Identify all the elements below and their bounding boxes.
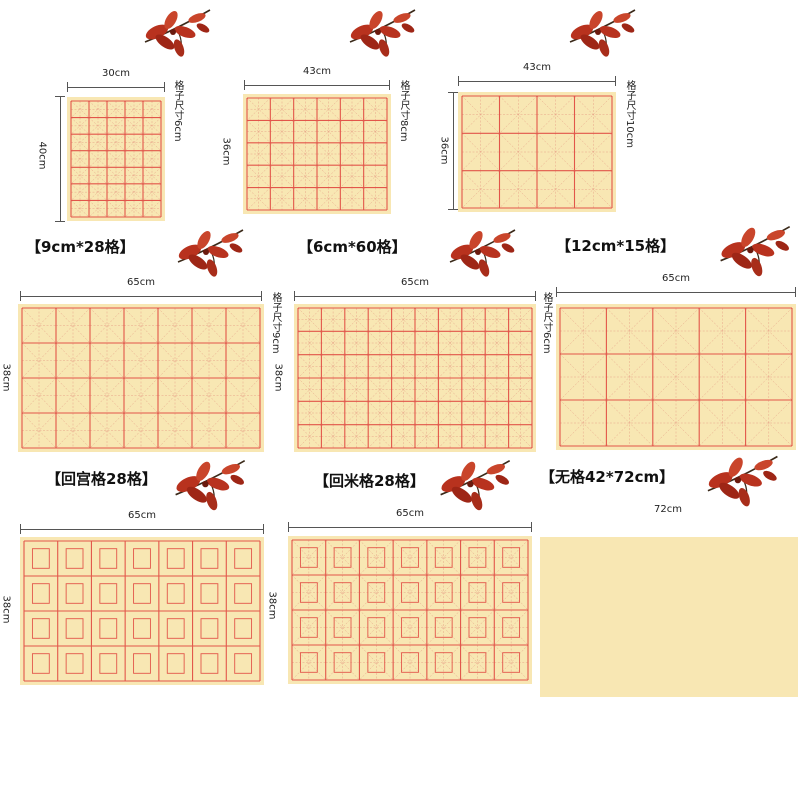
paper-sheet[interactable] <box>458 92 616 212</box>
height-label: 36cm <box>220 137 232 166</box>
height-label: 38cm <box>266 591 278 620</box>
flower-icon <box>569 9 636 57</box>
product-caption: 【回宫格28格】 <box>46 470 157 488</box>
grid-lines <box>23 540 261 682</box>
width-label: 65cm <box>396 508 424 519</box>
product-caption: 【无格42*72cm】 <box>540 468 675 486</box>
grid-lines <box>291 539 529 681</box>
flower-icon <box>449 229 516 277</box>
height-label: 38cm <box>272 363 284 392</box>
flower-decoration <box>430 452 515 514</box>
cell-size-note: 格子尺寸6cm <box>541 292 552 354</box>
grid-lines <box>21 307 261 449</box>
flower-decoration <box>440 222 520 280</box>
paper-sheet[interactable] <box>540 537 798 697</box>
width-dimension: 65cm <box>20 510 264 534</box>
grid-lines <box>461 95 613 209</box>
width-label: 30cm <box>102 68 130 79</box>
cell-size-note: 格子尺寸8cm <box>398 80 409 142</box>
width-dimension: 72cm <box>540 504 796 528</box>
flower-icon <box>144 9 211 57</box>
grid-lines <box>70 100 162 218</box>
height-dimension <box>55 96 65 222</box>
cell-size-note: 格子尺寸6cm <box>172 80 183 142</box>
height-label: 38cm <box>0 363 12 392</box>
width-label: 72cm <box>654 504 682 515</box>
paper-sheet[interactable] <box>243 94 391 214</box>
width-dimension: 65cm <box>294 277 536 301</box>
width-dimension: 65cm <box>20 277 262 301</box>
width-label: 65cm <box>662 273 690 284</box>
paper-sheet[interactable] <box>67 97 165 221</box>
width-dimension: 43cm <box>244 66 390 90</box>
width-label: 43cm <box>303 66 331 77</box>
cell-size-note: 格子尺寸9cm <box>270 292 281 354</box>
paper-sheet[interactable] <box>556 304 796 450</box>
width-dimension: 65cm <box>288 508 532 532</box>
grid-lines <box>297 307 533 449</box>
flower-icon <box>707 455 778 507</box>
flower-icon <box>440 459 511 511</box>
product-caption: 【回米格28格】 <box>314 472 425 490</box>
height-label: 38cm <box>0 595 12 624</box>
width-dimension: 30cm <box>67 68 165 92</box>
width-label: 65cm <box>127 277 155 288</box>
width-label: 65cm <box>128 510 156 521</box>
flower-decoration <box>695 448 785 510</box>
height-label: 40cm <box>36 141 48 170</box>
flower-decoration <box>710 218 795 280</box>
product-caption: 【12cm*15格】 <box>556 237 676 255</box>
flower-decoration <box>560 2 640 60</box>
flower-decoration <box>340 2 420 60</box>
cell-size-note: 格子尺寸10cm <box>624 80 635 148</box>
paper-sheet[interactable] <box>294 304 536 452</box>
paper-sheet[interactable] <box>288 536 532 684</box>
product-caption: 【6cm*60格】 <box>298 238 407 256</box>
flower-decoration <box>168 222 248 280</box>
width-dimension: 65cm <box>556 273 796 297</box>
width-dimension: 43cm <box>458 62 616 86</box>
flower-decoration <box>135 2 215 60</box>
paper-sheet[interactable] <box>20 537 264 685</box>
height-label: 36cm <box>438 136 450 165</box>
paper-sheet[interactable] <box>18 304 264 452</box>
grid-lines <box>246 97 388 211</box>
width-label: 43cm <box>523 62 551 73</box>
product-caption: 【9cm*28格】 <box>26 238 135 256</box>
flower-icon <box>720 225 791 277</box>
grid-lines <box>559 307 793 447</box>
flower-icon <box>349 9 416 57</box>
width-label: 65cm <box>401 277 429 288</box>
flower-icon <box>175 459 246 511</box>
flower-decoration <box>165 452 250 514</box>
flower-icon <box>177 229 244 277</box>
height-dimension <box>448 92 458 210</box>
